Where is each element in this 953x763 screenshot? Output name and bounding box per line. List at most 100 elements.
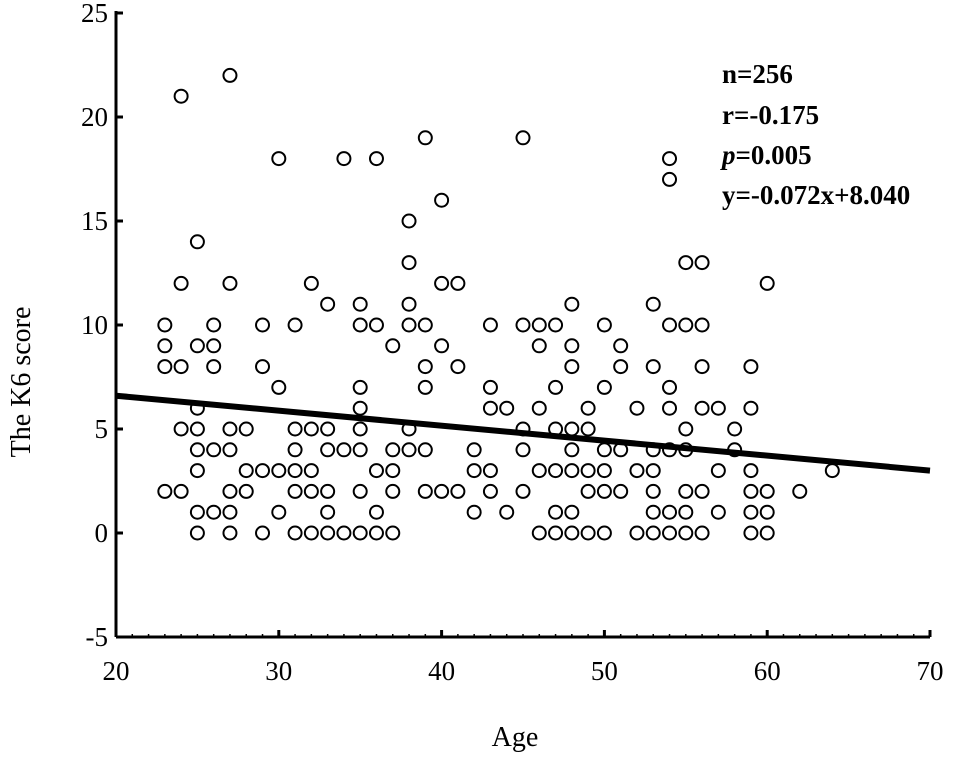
data-point <box>238 463 254 479</box>
annotation-equation: y=-0.072x+8.040 <box>722 180 910 210</box>
data-point <box>336 151 352 167</box>
data-point <box>499 400 515 416</box>
data-point <box>189 463 205 479</box>
data-point <box>531 338 547 354</box>
data-point <box>287 421 303 437</box>
data-point <box>287 317 303 333</box>
data-point <box>564 359 580 375</box>
data-point <box>482 317 498 333</box>
data-point <box>531 317 547 333</box>
data-point <box>320 442 336 458</box>
data-point <box>434 338 450 354</box>
data-point <box>157 338 173 354</box>
data-point <box>222 275 238 291</box>
data-point <box>531 463 547 479</box>
data-point <box>694 400 710 416</box>
data-point <box>759 525 775 541</box>
data-point <box>189 442 205 458</box>
data-point <box>173 359 189 375</box>
data-point <box>564 525 580 541</box>
annotation-n: n=256 <box>722 59 793 89</box>
data-point <box>759 275 775 291</box>
data-point <box>596 379 612 395</box>
data-point <box>580 421 596 437</box>
data-point <box>287 483 303 499</box>
data-point <box>352 483 368 499</box>
data-point <box>743 463 759 479</box>
data-point <box>613 359 629 375</box>
data-point <box>255 317 271 333</box>
data-point <box>352 379 368 395</box>
data-point <box>450 275 466 291</box>
data-point <box>320 483 336 499</box>
data-point <box>368 151 384 167</box>
y-tick-label: 5 <box>95 414 109 444</box>
data-point <box>515 442 531 458</box>
data-point <box>613 483 629 499</box>
data-point <box>564 338 580 354</box>
data-point <box>206 504 222 520</box>
data-point <box>206 442 222 458</box>
data-point <box>320 296 336 312</box>
data-point <box>564 296 580 312</box>
data-point <box>580 463 596 479</box>
data-point <box>385 525 401 541</box>
data-point <box>189 234 205 250</box>
data-point <box>580 483 596 499</box>
data-point <box>417 442 433 458</box>
data-point <box>596 463 612 479</box>
data-point <box>678 317 694 333</box>
data-point <box>271 504 287 520</box>
data-point <box>548 504 564 520</box>
data-point <box>287 525 303 541</box>
data-point <box>662 379 678 395</box>
axis-ticks: 20 30 40 50 60 70 -5 0 5 10 15 20 25 <box>81 0 944 686</box>
data-point <box>157 359 173 375</box>
data-point <box>759 483 775 499</box>
data-point <box>580 525 596 541</box>
data-point <box>417 317 433 333</box>
data-point <box>368 525 384 541</box>
data-point <box>255 463 271 479</box>
data-point <box>678 483 694 499</box>
data-point <box>352 317 368 333</box>
data-point <box>629 463 645 479</box>
data-point <box>434 275 450 291</box>
x-tick-label: 30 <box>265 656 292 686</box>
annotation-r: r=-0.175 <box>722 100 819 130</box>
data-point <box>287 442 303 458</box>
data-point <box>824 463 840 479</box>
data-point <box>645 525 661 541</box>
data-point <box>222 504 238 520</box>
data-point <box>727 421 743 437</box>
data-point <box>515 130 531 146</box>
data-point <box>368 504 384 520</box>
y-tick-label: 10 <box>81 310 108 340</box>
data-point <box>466 504 482 520</box>
data-point <box>352 442 368 458</box>
data-point <box>303 275 319 291</box>
data-point <box>662 317 678 333</box>
data-point <box>206 317 222 333</box>
data-point <box>238 421 254 437</box>
x-tick-label: 60 <box>754 656 781 686</box>
data-point <box>385 442 401 458</box>
data-point <box>287 463 303 479</box>
data-point <box>596 525 612 541</box>
y-tick-label: 15 <box>81 206 108 236</box>
data-point <box>548 317 564 333</box>
data-point <box>694 483 710 499</box>
data-point <box>385 463 401 479</box>
y-tick-label: 20 <box>81 102 108 132</box>
data-point <box>743 525 759 541</box>
data-point <box>189 525 205 541</box>
data-point <box>694 359 710 375</box>
data-point <box>564 442 580 458</box>
data-point <box>613 338 629 354</box>
regression-line <box>115 392 931 474</box>
data-point <box>417 483 433 499</box>
x-tick-label: 20 <box>103 656 130 686</box>
data-point <box>710 400 726 416</box>
data-point <box>482 400 498 416</box>
data-point <box>320 525 336 541</box>
